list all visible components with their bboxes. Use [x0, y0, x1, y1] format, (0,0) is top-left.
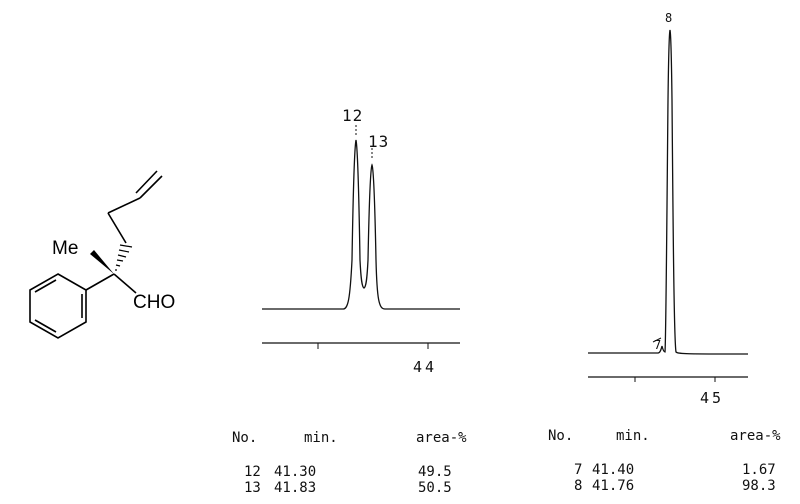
table-header-min: min.	[616, 428, 650, 444]
table-header-min: min.	[304, 430, 338, 446]
table-header-area: area-%	[730, 428, 781, 444]
molecule-structure: Me CHO	[29, 170, 175, 339]
table-header-no: No.	[548, 428, 574, 444]
bond-ring-carbon	[85, 273, 115, 291]
x-tick-label-enantioenriched: 45	[700, 389, 724, 407]
table-header-area: area-%	[416, 430, 467, 446]
table-cell-min: 41.76	[592, 478, 635, 494]
wedge-bond-methyl	[90, 250, 114, 274]
trace-enantioenriched	[588, 29, 749, 355]
table-cell-min: 41.40	[592, 462, 635, 478]
peak-marker-7	[652, 337, 662, 343]
aldehyde-label: CHO	[133, 292, 175, 313]
peak-label-7: 7	[654, 338, 662, 352]
chromatogram-panel: 12 13 44 7 8 45	[262, 11, 749, 407]
bond-carbonyl	[113, 273, 137, 294]
table-cell-no: 12	[244, 464, 261, 480]
table-cell-no: 8	[574, 478, 583, 494]
table-header-no: No.	[232, 430, 258, 446]
peak-table-enantioenriched: No. min. area-% 7 41.40 1.67 8 41.76 98.…	[548, 428, 798, 500]
table-cell-min: 41.30	[274, 464, 317, 480]
trace-racemic	[262, 139, 460, 310]
table-cell-area: 49.5	[418, 464, 452, 480]
benzene-ring	[29, 273, 87, 339]
table-cell-no: 13	[244, 480, 261, 496]
peak-label-13: 13	[368, 132, 389, 151]
chromatogram-enantioenriched: 7 8 45	[588, 11, 749, 407]
table-cell-min: 41.83	[274, 480, 317, 496]
peak-table-racemic: No. min. area-% 12 41.30 49.5 13 41.83 5…	[232, 430, 532, 500]
table-cell-no: 7	[574, 462, 583, 478]
peak-label-12: 12	[342, 106, 363, 125]
peak-label-8: 8	[665, 11, 673, 25]
chromatogram-racemic: 12 13 44	[262, 106, 460, 376]
allyl-chain	[107, 170, 163, 244]
table-cell-area: 98.3	[742, 478, 776, 494]
hashed-bond-allyl	[115, 244, 133, 271]
x-tick-label-racemic: 44	[413, 358, 437, 376]
table-cell-area: 1.67	[742, 462, 776, 478]
table-cell-area: 50.5	[418, 480, 452, 496]
methyl-label: Me	[52, 238, 78, 259]
